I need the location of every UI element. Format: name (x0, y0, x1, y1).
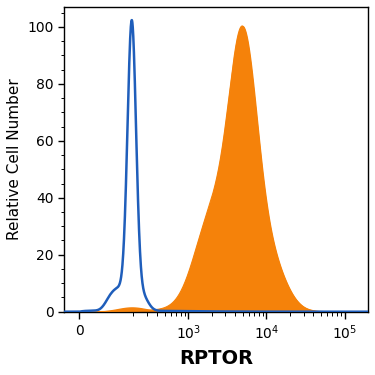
X-axis label: RPTOR: RPTOR (179, 349, 253, 368)
Y-axis label: Relative Cell Number: Relative Cell Number (7, 78, 22, 240)
